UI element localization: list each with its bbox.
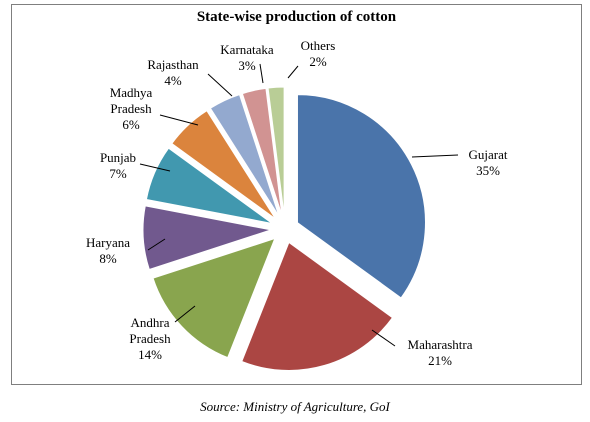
leader-line-gujarat (411, 154, 459, 158)
leader-line-andhra-pradesh (174, 305, 196, 323)
pie-slice-punjab (145, 147, 273, 224)
pie-slice-gujarat (296, 94, 426, 299)
slice-label-haryana: Haryana 8% (86, 235, 130, 266)
slice-label-gujarat: Gujarat 35% (469, 147, 508, 178)
pie-slice-rajasthan (209, 93, 280, 217)
leader-line-madhya-pradesh (159, 114, 199, 126)
pie-slice-haryana (142, 205, 272, 271)
leader-line-punjab (139, 163, 171, 172)
slice-label-rajasthan: Rajasthan 4% (147, 57, 199, 88)
slice-label-maharashtra: Maharashtra 21% (408, 337, 473, 368)
leader-line-maharashtra (371, 329, 396, 347)
pie-slice-karnataka (241, 87, 283, 216)
leader-line-rajasthan (207, 73, 233, 97)
pie-slice-madhya-pradesh (171, 110, 276, 220)
leader-line-others (287, 65, 299, 79)
slice-label-andhra-pradesh: Andhra Pradesh 14% (129, 315, 171, 362)
source-note: Source: Ministry of Agriculture, GoI (200, 399, 390, 414)
slice-label-others: Others 2% (301, 38, 336, 69)
leader-line-haryana (147, 238, 166, 251)
slice-label-madhya-pradesh: Madhya Pradesh 6% (110, 85, 153, 132)
slice-label-punjab: Punjab 7% (100, 150, 136, 181)
leader-line-karnataka (259, 63, 264, 84)
pie-slice-maharashtra (241, 241, 394, 371)
slice-label-karnataka: Karnataka 3% (220, 42, 274, 73)
pie-slice-andhra-pradesh (152, 237, 276, 359)
chart-frame (11, 4, 582, 385)
pie-slice-others (267, 86, 285, 216)
chart-title: State-wise production of cotton (196, 9, 397, 25)
